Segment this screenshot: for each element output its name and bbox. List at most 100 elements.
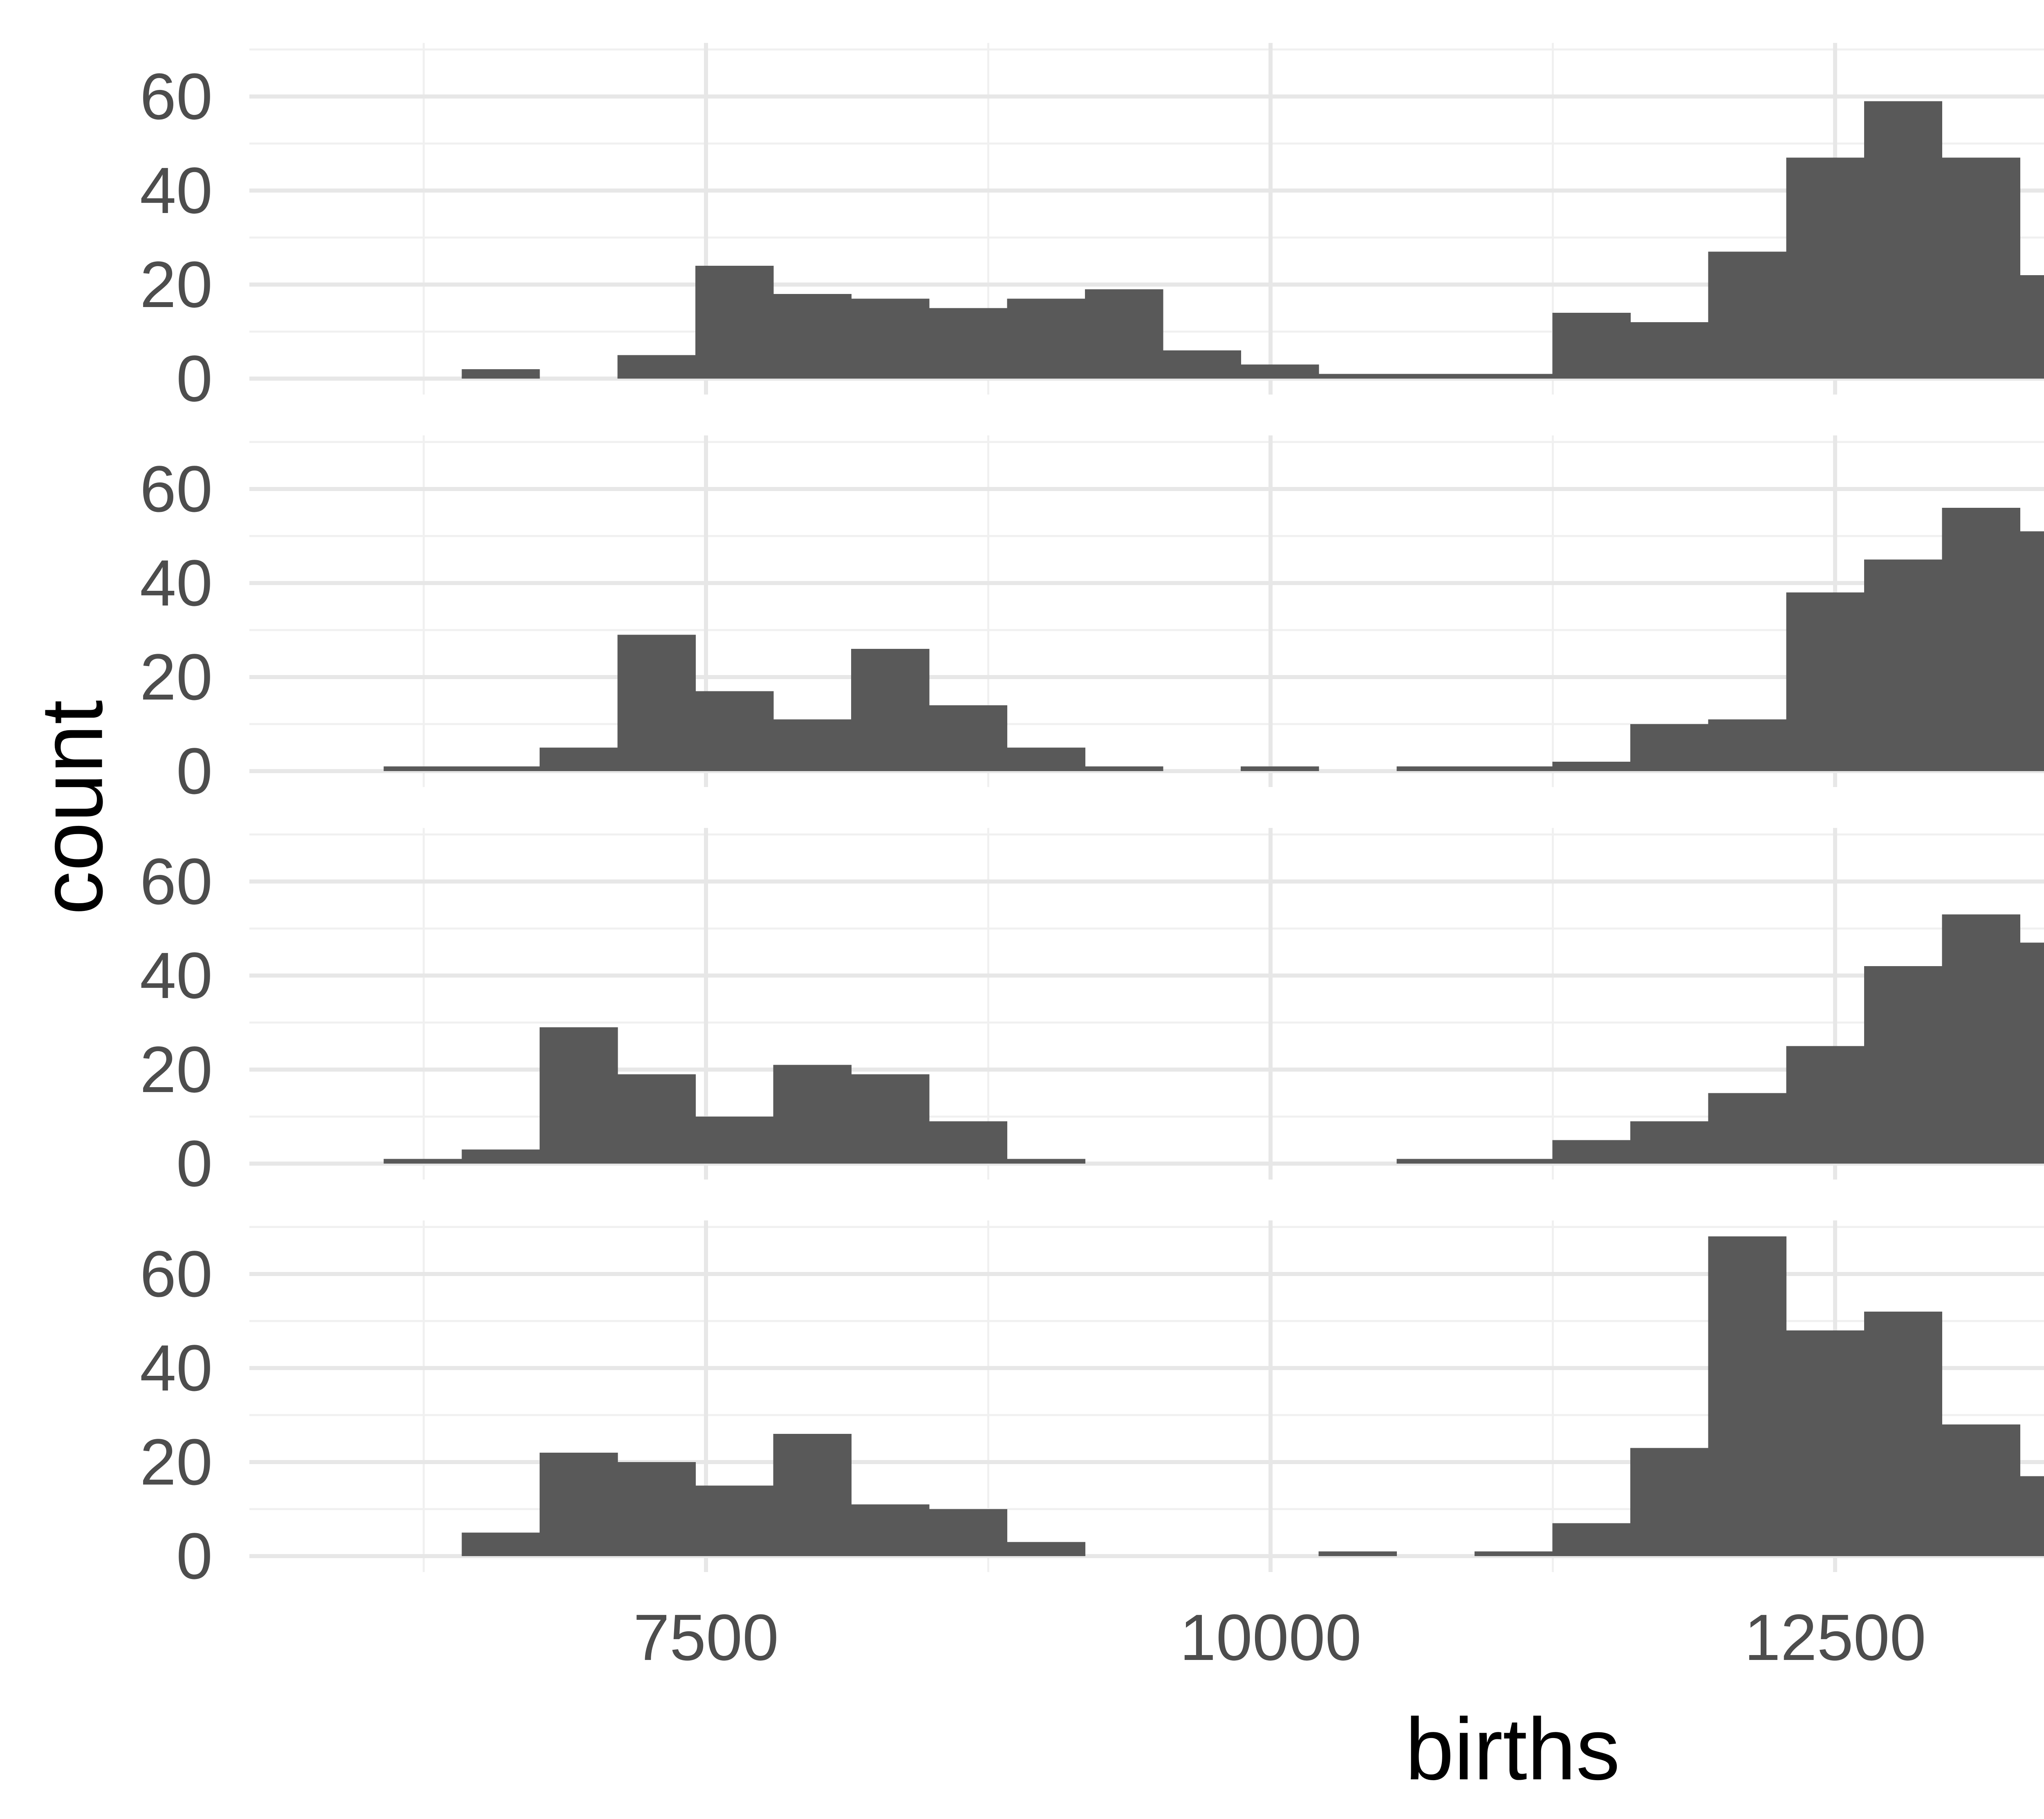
histogram-bar	[1942, 914, 2020, 1164]
x-tick-label: 10000	[1179, 1601, 1362, 1674]
histogram-bar	[1786, 157, 1865, 379]
histogram-bar	[2020, 942, 2044, 1164]
histogram-bar	[695, 1485, 774, 1556]
histogram-bar	[929, 1509, 1008, 1556]
histogram-bar	[1864, 966, 1943, 1164]
y-tick-label: 60	[140, 59, 213, 133]
histogram-bar	[2020, 1476, 2044, 1556]
histogram-bar	[1552, 761, 1631, 771]
histogram-bar	[462, 1149, 540, 1164]
histogram-bar	[1942, 1424, 2020, 1556]
histogram-bar	[1241, 364, 1319, 379]
histogram-bar	[539, 1027, 618, 1164]
y-tick-label: 20	[140, 1032, 213, 1106]
histogram-bar	[929, 705, 1008, 771]
histogram-bar	[851, 1504, 930, 1556]
histogram-bar	[929, 308, 1008, 379]
histogram-bar	[1786, 1330, 1865, 1556]
histogram-bar	[695, 691, 774, 771]
histogram-bar	[1552, 1523, 1631, 1556]
facet-panel-2009	[249, 828, 2044, 1180]
y-tick-label: 0	[176, 1519, 213, 1592]
y-tick-label: 0	[176, 734, 213, 807]
y-tick-label: 40	[140, 938, 213, 1012]
y-tick-label: 0	[176, 341, 213, 415]
y-tick-label: 40	[140, 153, 213, 227]
histogram-bar	[462, 766, 540, 771]
histogram-bar	[539, 747, 618, 771]
facet-panel-2014	[249, 1220, 2044, 1572]
histogram-bar	[1318, 374, 1397, 379]
histogram-bar	[617, 1462, 696, 1556]
histogram-bar	[2020, 275, 2044, 379]
histogram-bar	[1864, 559, 1943, 771]
histogram-bar	[1241, 766, 1319, 771]
histogram-bar	[539, 1452, 618, 1556]
histogram-bar	[1630, 724, 1709, 771]
histogram-bar	[851, 1074, 930, 1164]
histogram-bar	[1864, 1311, 1943, 1556]
histogram-bar	[1085, 766, 1163, 771]
x-tick-label: 7500	[633, 1601, 779, 1674]
histogram-bar	[2020, 531, 2044, 771]
histogram-bar	[383, 766, 462, 771]
histogram-bar	[383, 1159, 462, 1164]
histogram-bar	[695, 1116, 774, 1164]
x-tick-label: 12500	[1744, 1601, 1926, 1674]
y-tick-label: 20	[140, 1425, 213, 1498]
histogram-bar	[1708, 251, 1787, 379]
histogram-bar	[1942, 157, 2020, 379]
histogram-bar	[1163, 350, 1241, 379]
y-tick-label: 0	[176, 1126, 213, 1200]
histogram-bar	[1007, 1542, 1085, 1556]
y-tick-label: 60	[140, 452, 213, 525]
histogram-bar	[695, 265, 774, 379]
histogram-bar	[1318, 1551, 1397, 1556]
histogram-bar	[1864, 101, 1943, 379]
histogram-bar	[1708, 1236, 1787, 1556]
histogram-bar	[462, 369, 540, 379]
histogram-bar	[773, 719, 852, 771]
histogram-bar	[617, 355, 696, 379]
histogram-bar	[1396, 766, 1475, 771]
histogram-bar	[1085, 289, 1163, 379]
histogram-bar	[773, 294, 852, 379]
histogram-bar	[1474, 766, 1553, 771]
histogram-bar	[1630, 1448, 1709, 1556]
histogram-bar	[1474, 374, 1553, 379]
facet-panel-2000	[249, 43, 2044, 395]
histogram-bar	[773, 1433, 852, 1556]
histogram-bar	[1786, 1046, 1865, 1164]
histogram-bar	[1007, 298, 1085, 379]
y-tick-label: 60	[140, 1237, 213, 1310]
y-tick-label: 40	[140, 1331, 213, 1404]
histogram-bar	[1552, 1140, 1631, 1164]
histogram-bar	[1708, 1093, 1787, 1164]
histogram-bar	[1630, 322, 1709, 379]
facet-plot-area-2009	[249, 828, 2044, 1180]
y-tick-label: 20	[140, 247, 213, 321]
histogram-bar	[1474, 1159, 1553, 1164]
histogram-bar	[1474, 1551, 1553, 1556]
histogram-bar	[1786, 592, 1865, 771]
histogram-bar	[1552, 312, 1631, 379]
histogram-bar	[462, 1532, 540, 1556]
histogram-bar	[617, 635, 696, 771]
facet-plot-area-2004	[249, 435, 2044, 787]
y-tick-label: 20	[140, 640, 213, 713]
facet-plot-area-2014	[249, 1220, 2044, 1572]
histogram-bar	[1007, 747, 1085, 771]
histogram-bar	[1630, 1121, 1709, 1164]
histogram-bar	[1396, 1159, 1475, 1164]
histogram-bar	[1942, 507, 2020, 771]
facet-plot-area-2000	[249, 43, 2044, 395]
histogram-bar	[851, 298, 930, 379]
y-tick-label: 40	[140, 546, 213, 619]
histogram-bar	[617, 1074, 696, 1164]
histogram-bar	[1007, 1159, 1085, 1164]
histogram-bar	[851, 648, 930, 771]
y-tick-label: 60	[140, 844, 213, 918]
histogram-bar	[1396, 374, 1475, 379]
histogram-bar	[1708, 719, 1787, 771]
